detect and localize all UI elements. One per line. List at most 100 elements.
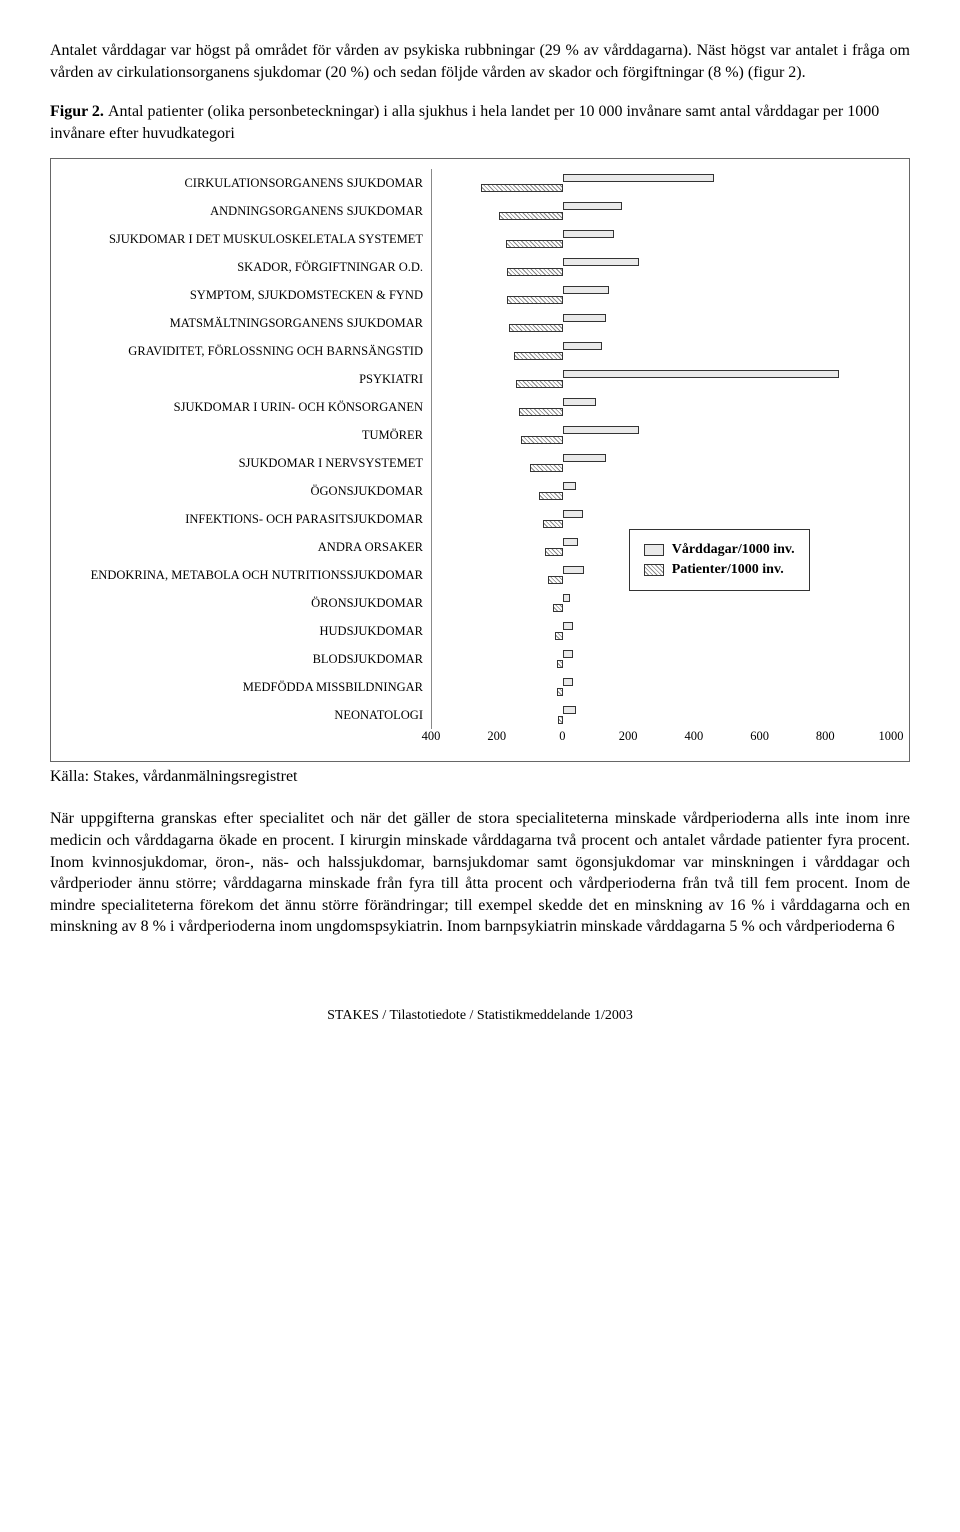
bar-varddagar [563,314,606,322]
plot-area [431,197,891,225]
bar-patients [548,576,563,584]
plot-area [431,617,891,645]
bar-varddagar [563,566,584,574]
paragraph-intro: Antalet vårddagar var högst på området f… [50,40,910,83]
chart-row: SJUKDOMAR I NERVSYSTEMET [61,449,891,477]
plot-area [431,645,891,673]
bar-patients [514,352,563,360]
category-label: SYMPTOM, SJUKDOMSTECKEN & FYND [61,288,431,303]
bar-varddagar [563,482,576,490]
chart-row: ANDNINGSORGANENS SJUKDOMAR [61,197,891,225]
plot-area: Vårddagar/1000 inv.Patienter/1000 inv. [431,533,891,561]
chart-row: GRAVIDITET, FÖRLOSSNING OCH BARNSÄNGSTID [61,337,891,365]
bar-patients [499,212,563,220]
chart-row: PSYKIATRI [61,365,891,393]
plot-area [431,169,891,197]
chart-row: SJUKDOMAR I DET MUSKULOSKELETALA SYSTEME… [61,225,891,253]
category-label: SKADOR, FÖRGIFTNINGAR O.D. [61,260,431,275]
bar-patients [516,380,564,388]
bar-patients [481,184,563,192]
plot-area [431,393,891,421]
bar-patients [519,408,563,416]
bar-varddagar [563,342,602,350]
figure-caption-text: Antal patienter (olika personbeteckninga… [50,103,879,142]
category-label: ENDOKRINA, METABOLA OCH NUTRITIONSSJUKDO… [61,568,431,583]
page-footer: STAKES / Tilastotiedote / Statistikmedde… [50,1008,910,1024]
plot-area [431,701,891,729]
category-label: HUDSJUKDOMAR [61,624,431,639]
chart-row: SJUKDOMAR I URIN- OCH KÖNSORGANEN [61,393,891,421]
chart-row: TUMÖRER [61,421,891,449]
chart-rows: CIRKULATIONSORGANENS SJUKDOMAR ANDNINGSOR… [61,169,891,729]
plot-area [431,421,891,449]
bar-varddagar [563,510,583,518]
bar-varddagar [563,622,573,630]
category-label: SJUKDOMAR I NERVSYSTEMET [61,456,431,471]
chart-container: CIRKULATIONSORGANENS SJUKDOMAR ANDNINGSOR… [50,158,910,762]
bar-varddagar [563,650,573,658]
axis-tick: 200 [487,729,506,744]
bar-patients [557,688,564,696]
bar-varddagar [563,370,838,378]
bar-varddagar [563,538,578,546]
chart-source: Källa: Stakes, vårdanmälningsregistret [50,768,910,786]
category-label: NEONATOLOGI [61,708,431,723]
legend-item-vd: Vårddagar/1000 inv. [644,542,795,558]
category-label: SJUKDOMAR I URIN- OCH KÖNSORGANEN [61,400,431,415]
axis-tick: 1000 [879,729,904,744]
chart-row: MEDFÖDDA MISSBILDNINGAR [61,673,891,701]
bar-patients [509,324,563,332]
category-label: ÖGONSJUKDOMAR [61,484,431,499]
axis-tick: 400 [684,729,703,744]
plot-area [431,673,891,701]
chart-row: SKADOR, FÖRGIFTNINGAR O.D. [61,253,891,281]
plot-area [431,589,891,617]
category-label: PSYKIATRI [61,372,431,387]
legend-label-vd: Vårddagar/1000 inv. [672,542,795,558]
plot-area [431,561,891,589]
bar-varddagar [563,230,614,238]
chart-row: CIRKULATIONSORGANENS SJUKDOMAR [61,169,891,197]
bar-patients [530,464,563,472]
bar-varddagar [563,426,638,434]
category-label: ÖRONSJUKDOMAR [61,596,431,611]
category-label: SJUKDOMAR I DET MUSKULOSKELETALA SYSTEME… [61,232,431,247]
bar-patients [521,436,564,444]
bar-patients [507,268,563,276]
chart-axis: 40020002004006008001000 [61,729,891,751]
bar-varddagar [563,202,622,210]
chart-row: ENDOKRINA, METABOLA OCH NUTRITIONSSJUKDO… [61,561,891,589]
bar-varddagar [563,398,596,406]
axis-tick: 200 [619,729,638,744]
bar-patients [507,296,563,304]
plot-area [431,253,891,281]
category-label: BLODSJUKDOMAR [61,652,431,667]
bar-patients [539,492,564,500]
bar-patients [557,660,564,668]
bar-patients [506,240,563,248]
bar-varddagar [563,286,609,294]
bar-patients [543,520,563,528]
axis-tick: 0 [559,729,565,744]
paragraph-body: När uppgifterna granskas efter specialit… [50,808,910,938]
bar-varddagar [563,454,606,462]
axis-tick: 800 [816,729,835,744]
plot-area [431,449,891,477]
chart-row: NEONATOLOGI [61,701,891,729]
plot-area [431,281,891,309]
axis-tick: 400 [422,729,441,744]
figure-caption: Figur 2. Antal patienter (olika personbe… [50,101,910,144]
category-label: MEDFÖDDA MISSBILDNINGAR [61,680,431,695]
legend-swatch-vd [644,544,664,556]
category-label: ANDNINGSORGANENS SJUKDOMAR [61,204,431,219]
chart-row: ÖGONSJUKDOMAR [61,477,891,505]
plot-area [431,225,891,253]
chart-row: BLODSJUKDOMAR [61,645,891,673]
category-label: TUMÖRER [61,428,431,443]
plot-area [431,337,891,365]
axis-tick: 600 [750,729,769,744]
category-label: MATSMÄLTNINGSORGANENS SJUKDOMAR [61,316,431,331]
bar-varddagar [563,594,570,602]
bar-varddagar [563,678,573,686]
figure-number: Figur 2. [50,103,108,120]
